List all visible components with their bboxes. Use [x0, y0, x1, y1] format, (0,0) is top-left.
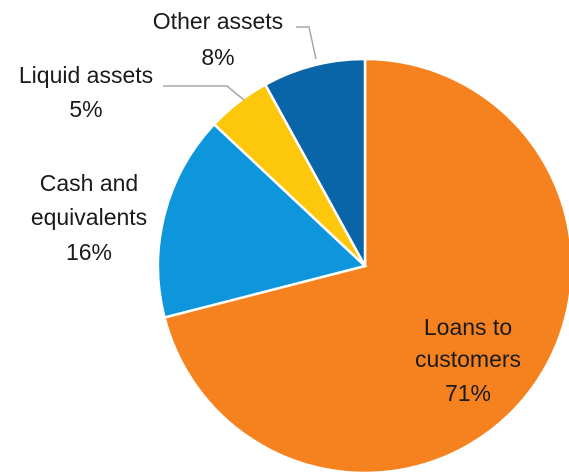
slice-label-cash-and-equivalents: Cash and [40, 170, 138, 196]
leader-line-other-assets [296, 26, 317, 60]
slice-label-cash-and-equivalents-line2: equivalents [31, 204, 147, 230]
pie-slices [156, 57, 569, 474]
slice-value-liquid-assets: 5% [69, 96, 102, 122]
slice-label-loans-to-customers: Loans to [424, 314, 512, 340]
slice-value-loans-to-customers: 71% [445, 380, 491, 406]
slice-value-other-assets: 8% [201, 44, 234, 70]
leader-line-liquid-assets [163, 85, 245, 101]
pie-slice-cash-and-equivalents [156, 122, 368, 320]
slice-value-cash-and-equivalents: 16% [66, 239, 112, 265]
slice-label-liquid-assets: Liquid assets [19, 62, 153, 88]
slice-label-other-assets: Other assets [153, 8, 283, 34]
pie-slice-other-assets [263, 57, 367, 267]
slice-label-loans-to-customers-line2: customers [415, 346, 521, 372]
